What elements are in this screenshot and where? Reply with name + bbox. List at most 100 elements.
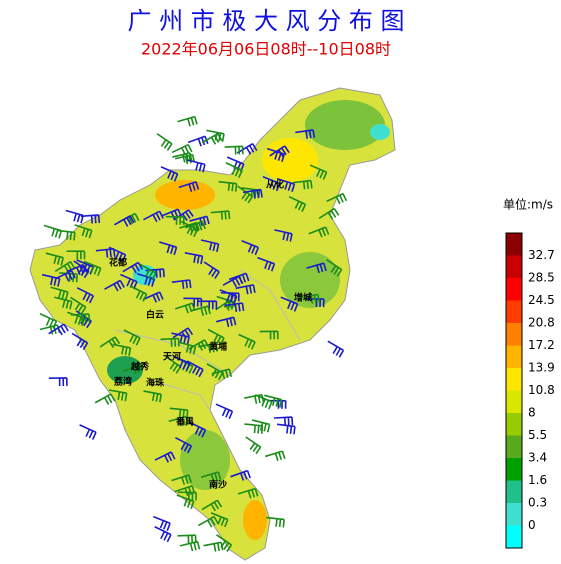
wind-barb bbox=[198, 300, 218, 310]
wind-barb bbox=[244, 423, 264, 434]
wind-barb bbox=[139, 263, 157, 281]
wind-barb bbox=[292, 179, 313, 190]
wind-barb bbox=[266, 516, 285, 528]
legend-label: 10.8 bbox=[528, 383, 555, 397]
wind-barb bbox=[280, 296, 299, 312]
legend-label: 20.8 bbox=[528, 316, 555, 330]
wind-barb bbox=[306, 262, 327, 274]
wind-barb bbox=[48, 323, 69, 336]
wind-barb bbox=[45, 252, 64, 266]
wind-barb bbox=[230, 469, 251, 481]
legend-label: 8 bbox=[528, 406, 536, 420]
wind-barb bbox=[203, 261, 220, 279]
wind-barb bbox=[211, 368, 233, 379]
wind-barb bbox=[50, 286, 69, 300]
wind-barb bbox=[264, 394, 283, 408]
wind-barb bbox=[145, 268, 165, 278]
wind-barb bbox=[160, 166, 179, 182]
wind-barb bbox=[174, 485, 196, 496]
wind-barb bbox=[201, 133, 223, 145]
wind-barb bbox=[66, 250, 86, 260]
legend-swatch bbox=[506, 255, 522, 278]
legend-unit: 单位:m/s bbox=[503, 197, 553, 212]
wind-barb bbox=[95, 248, 116, 258]
wind-barb bbox=[198, 515, 219, 528]
wind-barb bbox=[236, 143, 258, 155]
legend-label: 0.3 bbox=[528, 496, 547, 510]
wind-barb bbox=[216, 534, 233, 552]
wind-barb bbox=[79, 424, 97, 440]
area bbox=[180, 430, 230, 490]
wind-barb bbox=[122, 261, 144, 274]
legend-swatch bbox=[506, 233, 522, 256]
wind-barb bbox=[48, 377, 68, 387]
wind-barb bbox=[224, 302, 245, 313]
area bbox=[155, 180, 215, 210]
wind-barb bbox=[184, 252, 204, 265]
wind-barb bbox=[241, 187, 261, 199]
wind-barb bbox=[189, 215, 210, 227]
wind-barb bbox=[108, 246, 127, 263]
wind-barb bbox=[104, 279, 125, 292]
wind-barb bbox=[276, 177, 296, 192]
legend-label: 28.5 bbox=[528, 271, 555, 285]
wind-barb bbox=[200, 239, 220, 252]
legend-label: 17.2 bbox=[528, 338, 555, 352]
wind-barbs bbox=[39, 115, 348, 552]
legend-label: 0 bbox=[528, 518, 536, 532]
legend-swatch bbox=[506, 413, 522, 436]
wind-barb bbox=[176, 494, 195, 510]
wind-barb bbox=[94, 393, 116, 405]
wind-barb bbox=[262, 175, 281, 192]
district-label: 增城 bbox=[294, 292, 312, 304]
wind-barb bbox=[188, 421, 207, 438]
district-label: 黄埔 bbox=[209, 341, 227, 353]
wind-barb bbox=[171, 332, 190, 345]
wind-barb bbox=[254, 394, 273, 410]
subtitle: 2022年06月06日08时--10日08时 bbox=[141, 40, 391, 59]
district-label: 荔湾 bbox=[113, 376, 132, 388]
legend-swatch bbox=[506, 435, 522, 458]
wind-barb bbox=[188, 339, 210, 351]
wind-barb bbox=[143, 390, 162, 403]
wind-barb bbox=[241, 240, 260, 256]
wind-barb bbox=[183, 297, 203, 307]
wind-barb bbox=[70, 313, 91, 323]
district-label: 天河 bbox=[163, 351, 181, 363]
legend-frame bbox=[505, 232, 523, 549]
district-label: 番禺 bbox=[175, 416, 194, 428]
wind-barb bbox=[113, 215, 135, 227]
wind-barb bbox=[244, 393, 265, 404]
wind-barb bbox=[73, 260, 90, 279]
wind-barb bbox=[288, 195, 307, 212]
wind-barb bbox=[172, 327, 194, 340]
wind-barb bbox=[218, 180, 238, 192]
wind-barb bbox=[318, 207, 340, 220]
wind-barb bbox=[235, 284, 256, 295]
wind-barb bbox=[171, 143, 193, 156]
wind-barb bbox=[99, 336, 121, 349]
boundary bbox=[114, 269, 301, 411]
wind-barb bbox=[55, 270, 76, 282]
area bbox=[262, 138, 318, 182]
wind-barb bbox=[172, 152, 193, 163]
wind-barb bbox=[175, 436, 193, 454]
legend-swatch bbox=[506, 458, 522, 481]
legend-swatch bbox=[506, 300, 522, 323]
wind-barb bbox=[274, 229, 293, 242]
legend-swatch bbox=[506, 390, 522, 413]
wind-barb bbox=[179, 540, 201, 552]
wind-barb bbox=[276, 423, 296, 435]
wind-barb bbox=[224, 145, 244, 155]
district-label: 海珠 bbox=[146, 377, 165, 389]
legend-swatch bbox=[506, 368, 522, 391]
wind-barb bbox=[75, 310, 92, 329]
legend-label: 13.9 bbox=[528, 361, 555, 375]
legend-swatch bbox=[506, 503, 522, 526]
legend-label: 24.5 bbox=[528, 293, 555, 307]
wind-barb bbox=[171, 474, 192, 486]
wind-barb bbox=[177, 341, 197, 355]
wind-barb bbox=[112, 343, 132, 356]
wind-barb bbox=[242, 188, 263, 199]
wind-barb bbox=[219, 289, 238, 304]
